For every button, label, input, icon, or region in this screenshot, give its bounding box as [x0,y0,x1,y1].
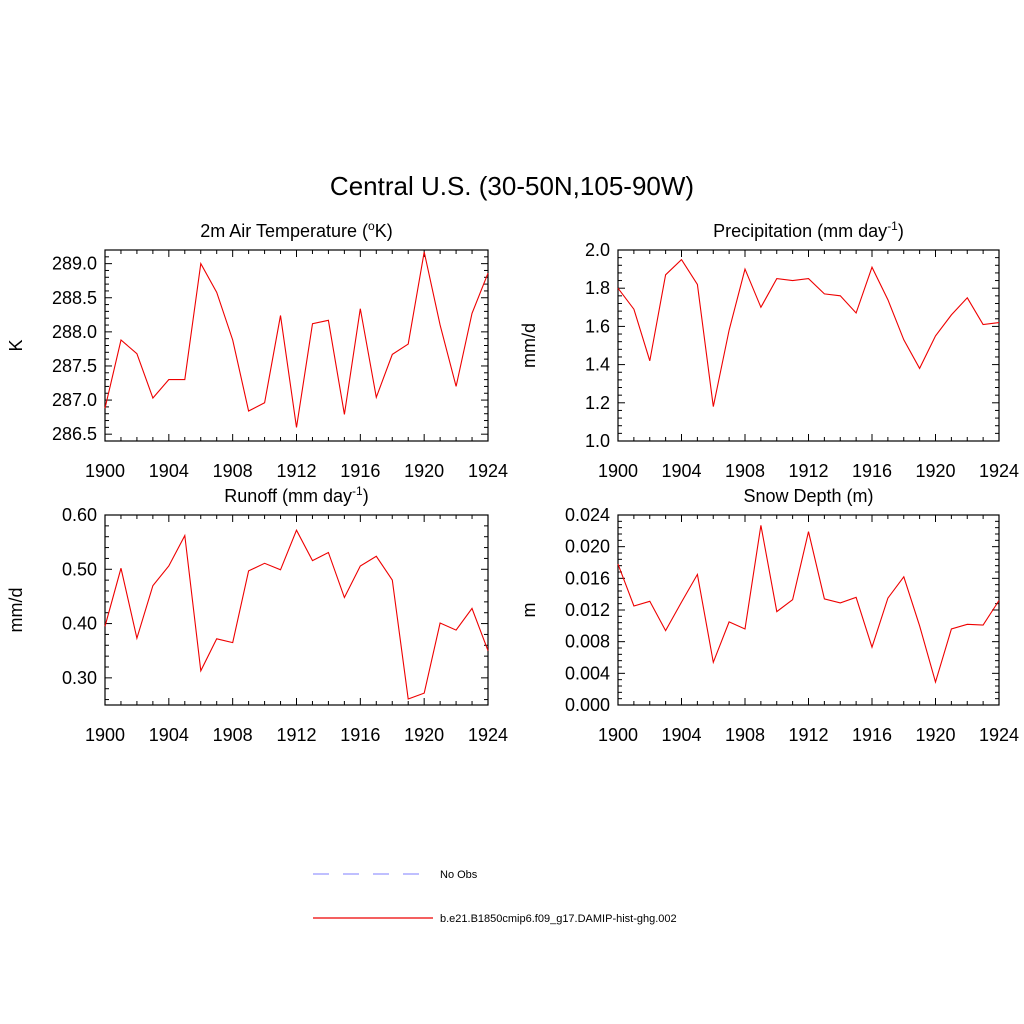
x-tick-label: 1904 [149,461,189,481]
y-tick-label: 1.8 [585,278,610,298]
x-tick-label: 1920 [404,725,444,745]
legend-item: b.e21.B1850cmip6.f09_g17.DAMIP-hist-ghg.… [313,913,677,925]
y-tick-label: 0.000 [565,695,610,715]
x-tick-label: 1920 [915,725,955,745]
panel-title-superscript: -1 [887,219,898,233]
x-tick-label: 1924 [468,461,508,481]
legend-label: b.e21.B1850cmip6.f09_g17.DAMIP-hist-ghg.… [440,913,677,925]
x-tick-label: 1920 [404,461,444,481]
y-tick-label: 288.0 [52,322,97,342]
y-tick-label: 286.5 [52,424,97,444]
panel-title-superscript: -1 [352,484,363,498]
panel-title: 2m Air Temperature (oK) [200,219,392,241]
y-tick-label: 0.50 [62,559,97,579]
series-line [617,525,1000,684]
y-axis-label: m [519,603,539,618]
x-tick-label: 1924 [979,725,1019,745]
x-tick-label: 1912 [276,461,316,481]
x-tick-label: 1908 [725,461,765,481]
panel-title: Snow Depth (m) [743,486,873,506]
panel-title: Runoff (mm day-1) [224,484,368,506]
y-tick-label: 0.30 [62,668,97,688]
y-tick-label: 0.012 [565,600,610,620]
y-tick-label: 1.6 [585,316,610,336]
y-tick-label: 287.5 [52,356,97,376]
chart-panel-2: Precipitation (mm day-1) mm/d 1900 1904 1908… [519,219,1019,481]
y-tick-label: 0.004 [565,663,610,683]
panel-title-superscript: o [368,219,375,233]
y-tick-label: 289.0 [52,254,97,274]
plot-frame [104,514,489,706]
legend-item: No Obs [313,869,478,881]
figure-title: Central U.S. (30-50N,105-90W) [330,171,694,201]
x-tick-label: 1912 [788,725,828,745]
x-tick-label: 1916 [852,725,892,745]
panel-title-tail: ) [363,486,369,506]
panel-title-tail: ) [898,221,904,241]
x-tick-label: 1916 [340,461,380,481]
chart-panel-3: Runoff (mm day-1) mm/d 1900 1904 1908 1912 191… [6,484,508,745]
x-tick-label: 1904 [661,461,701,481]
y-tick-label: 0.60 [62,505,97,525]
legend: No Obs b.e21.B1850cmip6.f09_g17.DAMIP-his… [313,869,677,925]
x-tick-label: 1908 [213,461,253,481]
chart-panels: 2m Air Temperature (oK) K 1900 1904 1908 1912… [6,219,1019,745]
series-line [617,258,1000,407]
series-line [104,528,489,700]
x-tick-label: 1908 [725,725,765,745]
y-tick-label: 2.0 [585,240,610,260]
y-tick-label: 0.40 [62,614,97,634]
x-tick-label: 1916 [852,461,892,481]
x-tick-label: 1904 [661,725,701,745]
x-tick-label: 1924 [979,461,1019,481]
panel-title-main: 2m Air Temperature ( [200,221,368,241]
x-tick-label: 1904 [149,725,189,745]
y-tick-label: 288.5 [52,288,97,308]
x-tick-label: 1912 [788,461,828,481]
panel-title-main: Precipitation (mm day [713,221,887,241]
y-tick-label: 1.4 [585,355,610,375]
x-tick-label: 1900 [598,461,638,481]
chart-panel-4: Snow Depth (m) m 1900 1904 1908 1912 1916 1920 1… [519,486,1019,745]
y-axis-label: mm/d [519,323,539,368]
y-tick-label: 1.0 [585,431,610,451]
x-tick-label: 1920 [915,461,955,481]
y-tick-label: 0.008 [565,632,610,652]
chart-panel-1: 2m Air Temperature (oK) K 1900 1904 1908 1912… [6,219,508,481]
panel-title-tail: K) [375,221,393,241]
y-axis-label: mm/d [6,588,26,633]
x-tick-label: 1916 [340,725,380,745]
plot-frame [617,514,1000,706]
x-tick-label: 1924 [468,725,508,745]
y-tick-label: 1.2 [585,393,610,413]
y-tick-label: 0.020 [565,537,610,557]
x-tick-label: 1912 [276,725,316,745]
y-tick-label: 0.016 [565,568,610,588]
panel-title-main: Runoff (mm day [224,486,352,506]
y-tick-label: 0.024 [565,505,610,525]
x-tick-label: 1908 [213,725,253,745]
x-tick-label: 1900 [85,725,125,745]
y-tick-label: 287.0 [52,390,97,410]
legend-label: No Obs [440,869,478,881]
y-axis-label: K [6,339,26,351]
series-line [104,251,489,428]
x-tick-label: 1900 [598,725,638,745]
panel-title: Precipitation (mm day-1) [713,219,904,241]
x-tick-label: 1900 [85,461,125,481]
panel-title-main: Snow Depth (m) [743,486,873,506]
